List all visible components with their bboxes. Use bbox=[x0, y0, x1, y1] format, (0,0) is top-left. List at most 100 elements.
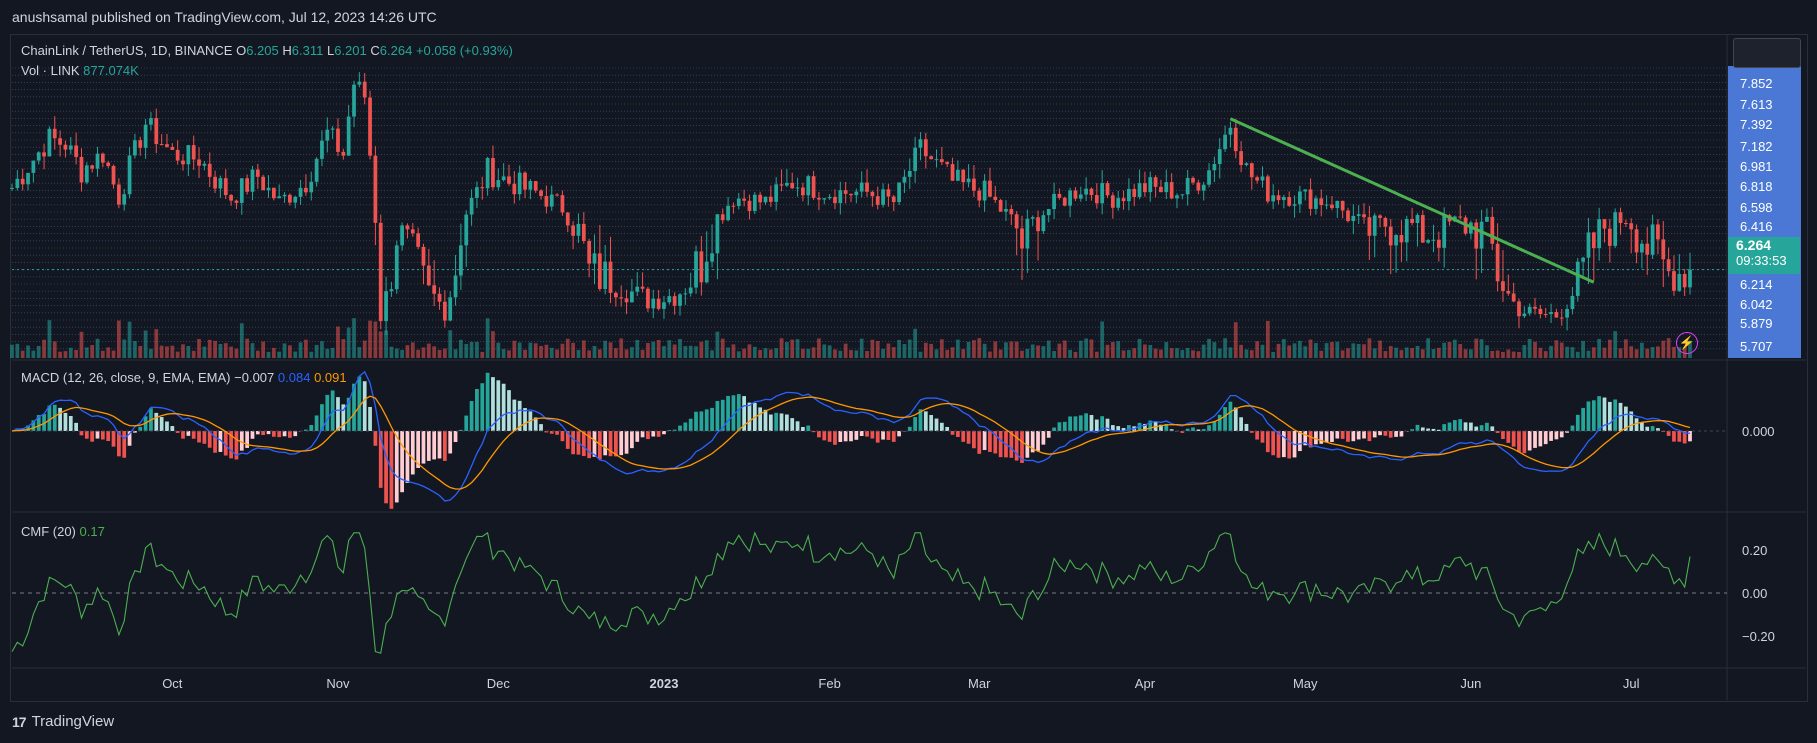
volume-bar bbox=[1089, 339, 1094, 358]
macd-histogram-bar bbox=[1217, 414, 1222, 431]
volume-bar bbox=[1239, 344, 1243, 358]
macd-histogram-bar bbox=[90, 431, 95, 442]
volume-bar bbox=[988, 351, 992, 358]
volume-bar bbox=[277, 351, 282, 358]
macd-histogram-bar bbox=[282, 431, 287, 437]
volume-label[interactable]: Vol · LINK bbox=[21, 63, 80, 78]
footer-brand[interactable]: 17 TradingView bbox=[12, 713, 114, 730]
candle-body bbox=[843, 190, 848, 194]
macd-histogram-bar bbox=[1367, 431, 1372, 442]
candle-body bbox=[1201, 184, 1206, 191]
volume-bar bbox=[394, 348, 399, 358]
volume-bar bbox=[1394, 347, 1398, 358]
candle-body bbox=[1057, 193, 1062, 198]
macd-histogram-bar bbox=[549, 431, 554, 434]
candle-body bbox=[1298, 191, 1302, 205]
volume-bar bbox=[1479, 339, 1484, 358]
candle-body bbox=[977, 190, 982, 201]
volume-bar bbox=[822, 344, 827, 358]
volume-bar bbox=[36, 345, 41, 358]
volume-bar bbox=[683, 346, 688, 358]
candle-body bbox=[907, 171, 912, 177]
candle-body bbox=[10, 187, 14, 189]
macd-histogram-bar bbox=[111, 431, 116, 447]
candle-body bbox=[442, 301, 447, 321]
macd-histogram-bar bbox=[106, 431, 111, 442]
macd-histogram-bar bbox=[1346, 431, 1350, 442]
volume-bar bbox=[694, 346, 698, 358]
macd-label[interactable]: MACD (12, 26, close, 9, EMA, EMA) bbox=[21, 370, 231, 385]
volume-bar bbox=[555, 349, 559, 358]
volume-bar bbox=[1180, 349, 1185, 358]
macd-histogram-bar bbox=[1378, 431, 1382, 436]
lightning-icon[interactable]: ⚡ bbox=[1676, 332, 1698, 354]
volume-bar bbox=[1314, 343, 1318, 358]
volume-bar bbox=[1447, 341, 1452, 358]
macd-histogram-bar bbox=[565, 431, 570, 449]
candle-body bbox=[528, 181, 533, 190]
volume-bar bbox=[544, 344, 549, 358]
candle-body bbox=[1645, 243, 1650, 255]
volume-bar bbox=[133, 341, 137, 358]
macd-histogram-bar bbox=[1233, 407, 1238, 431]
candle-body bbox=[15, 178, 20, 188]
price-scale-box[interactable] bbox=[1733, 38, 1801, 68]
candle-body bbox=[1068, 190, 1072, 206]
volume-bar bbox=[817, 338, 821, 358]
candle-body bbox=[752, 194, 757, 211]
candle-body bbox=[1303, 189, 1308, 192]
volume-bar bbox=[1159, 349, 1163, 358]
macd-histogram-bar bbox=[950, 431, 955, 435]
candle-body bbox=[897, 182, 901, 203]
publisher-caption: anushsamal published on TradingView.com,… bbox=[12, 9, 437, 25]
candle-body bbox=[1517, 301, 1521, 317]
candle-body bbox=[1474, 222, 1479, 249]
candle-body bbox=[175, 149, 180, 161]
macd-histogram-bar bbox=[133, 431, 137, 433]
high-label: H bbox=[282, 43, 292, 58]
macd-histogram-bar bbox=[662, 431, 666, 435]
volume-bar bbox=[1298, 340, 1302, 358]
candle-body bbox=[1431, 239, 1436, 241]
macd-histogram-bar bbox=[213, 431, 217, 453]
candle-body bbox=[202, 163, 207, 166]
macd-histogram-bar bbox=[336, 397, 340, 431]
candle-body bbox=[47, 128, 52, 157]
volume-bar bbox=[597, 349, 602, 358]
candle-body bbox=[1089, 188, 1094, 196]
volume-bar bbox=[1137, 338, 1142, 358]
volume-bar bbox=[1613, 331, 1618, 358]
price-tick-label: 7.392 bbox=[1740, 117, 1773, 132]
candle-body bbox=[432, 285, 437, 294]
volume-bar bbox=[1191, 350, 1195, 358]
macd-histogram-bar bbox=[961, 431, 966, 442]
macd-histogram-bar bbox=[683, 422, 688, 431]
macd-histogram-bar bbox=[1485, 422, 1489, 431]
macd-histogram-bar bbox=[742, 396, 746, 431]
volume-bar bbox=[1543, 351, 1548, 358]
cmf-label[interactable]: CMF (20) bbox=[21, 524, 76, 539]
macd-histogram-bar bbox=[1533, 431, 1537, 448]
macd-histogram-bar bbox=[1335, 431, 1340, 439]
chart-frame bbox=[10, 34, 1808, 702]
macd-histogram-bar bbox=[1597, 396, 1602, 431]
candle-body bbox=[1640, 243, 1644, 253]
volume-bar bbox=[106, 347, 111, 358]
volume-bar bbox=[79, 331, 84, 358]
macd-histogram-bar bbox=[838, 431, 843, 442]
symbol-label[interactable]: ChainLink / TetherUS, 1D, BINANCE bbox=[21, 43, 233, 58]
macd-histogram-bar bbox=[956, 431, 960, 438]
macd-histogram-bar bbox=[699, 411, 704, 431]
candle-body bbox=[646, 288, 650, 309]
macd-histogram-bar bbox=[464, 415, 469, 431]
volume-bar bbox=[913, 328, 917, 358]
macd-histogram-bar bbox=[523, 408, 527, 431]
candle-body bbox=[1388, 226, 1393, 246]
macd-histogram-bar bbox=[1634, 418, 1639, 431]
volume-bar bbox=[15, 343, 20, 358]
candle-body bbox=[640, 286, 645, 289]
volume-bar bbox=[1153, 348, 1158, 358]
volume-bar bbox=[165, 346, 169, 358]
candle-body bbox=[1228, 127, 1233, 135]
